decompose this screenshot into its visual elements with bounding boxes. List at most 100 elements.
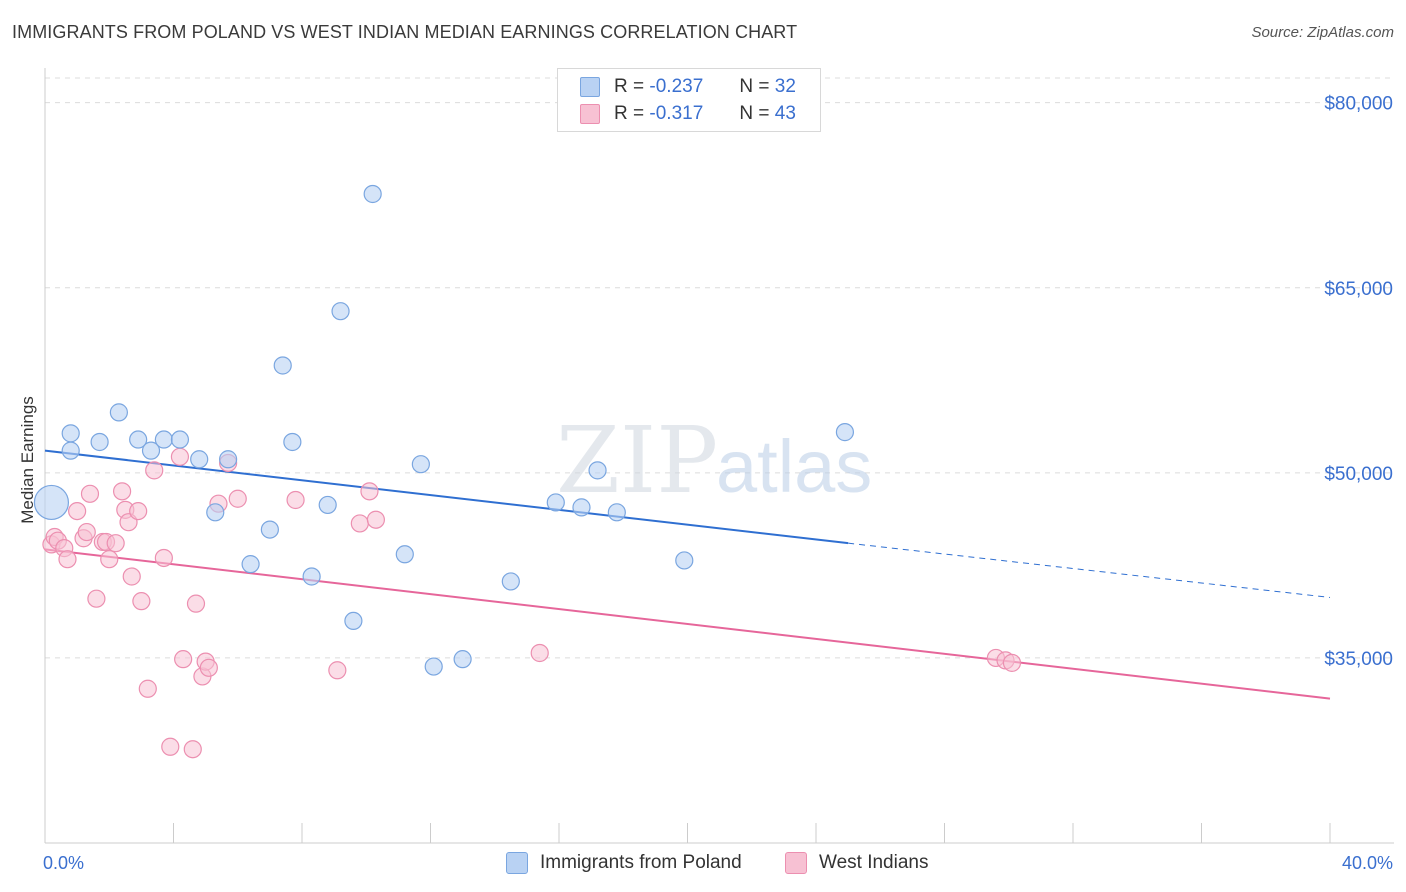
data-point-poland xyxy=(835,423,855,442)
series-name: West Indians xyxy=(819,852,929,873)
data-points xyxy=(33,184,1022,759)
data-point-west-indians xyxy=(530,643,549,663)
data-point-poland xyxy=(61,441,80,460)
watermark-zip: ZIP xyxy=(556,407,718,514)
trend-lines xyxy=(44,449,1331,700)
data-point-poland xyxy=(501,572,520,591)
data-point-poland xyxy=(190,450,209,469)
data-point-poland xyxy=(395,545,414,564)
data-point-west-indians xyxy=(328,661,347,680)
legend-row-west-indians: R = -0.317 N = 43 xyxy=(580,101,796,127)
y-tick-label: $65,000 xyxy=(1324,279,1393,300)
data-point-west-indians xyxy=(80,484,100,503)
legend-r-value: -0.317 xyxy=(649,103,704,124)
data-point-poland xyxy=(363,184,382,204)
data-point-west-indians xyxy=(1002,653,1022,672)
series-swatch-blue xyxy=(506,852,528,874)
data-point-west-indians xyxy=(350,514,369,533)
legend-r-value: -0.237 xyxy=(649,76,704,97)
data-point-poland xyxy=(302,567,321,586)
data-point-poland xyxy=(331,302,350,321)
data-point-west-indians xyxy=(112,482,132,501)
data-point-west-indians xyxy=(183,740,202,759)
series-swatch-pink xyxy=(785,852,807,874)
data-point-poland xyxy=(572,498,591,517)
data-point-west-indians xyxy=(100,550,119,569)
trend-line-west-indians xyxy=(44,548,1331,700)
data-point-poland xyxy=(170,430,190,449)
data-point-poland xyxy=(675,551,694,570)
y-tick-labels: $35,000 $50,000 $65,000 $80,000 xyxy=(1324,94,1393,670)
y-tick-label: $80,000 xyxy=(1324,94,1393,115)
data-point-poland xyxy=(154,430,173,449)
data-point-west-indians xyxy=(286,490,305,510)
x-tick-label: 40.0% xyxy=(1342,853,1393,873)
legend-row-poland: R = -0.237 N = 32 xyxy=(580,74,796,100)
data-point-west-indians xyxy=(77,522,96,542)
source-label: Source: ZipAtlas.com xyxy=(1251,24,1394,41)
correlation-legend: R = -0.237 N = 32 R = -0.317 N = 43 xyxy=(557,68,821,132)
data-point-poland xyxy=(546,493,565,512)
x-tick-labels: 0.0% 40.0% xyxy=(43,853,1393,873)
data-point-poland xyxy=(588,461,607,480)
chart-title: IMMIGRANTS FROM POLAND VS WEST INDIAN ME… xyxy=(12,22,798,42)
y-axis-label: Median Earnings xyxy=(18,396,37,524)
legend-swatch-pink xyxy=(580,104,600,124)
data-point-poland xyxy=(61,424,80,443)
legend-n-label: N = xyxy=(739,76,770,97)
series-legend-west-indians[interactable]: West Indians xyxy=(785,852,928,874)
data-point-west-indians xyxy=(199,658,218,677)
data-point-poland xyxy=(129,430,148,449)
data-point-west-indians xyxy=(138,679,157,698)
data-point-poland xyxy=(344,611,363,631)
trend-line-poland-extension xyxy=(848,542,1331,598)
data-point-poland xyxy=(241,555,260,574)
data-point-poland xyxy=(219,450,238,469)
data-point-poland xyxy=(90,432,109,452)
data-point-west-indians xyxy=(366,510,385,529)
data-point-poland xyxy=(411,455,430,474)
data-point-west-indians xyxy=(132,592,151,611)
data-point-poland xyxy=(318,495,337,515)
legend-r-label: R = xyxy=(614,103,645,124)
legend-n-label: N = xyxy=(739,103,770,124)
data-point-west-indians xyxy=(58,550,77,569)
data-point-poland xyxy=(141,441,161,460)
y-tick-label: $50,000 xyxy=(1324,464,1393,485)
legend-n-value: 43 xyxy=(774,103,796,124)
data-point-west-indians xyxy=(68,501,87,521)
data-point-west-indians xyxy=(170,447,190,466)
data-point-poland xyxy=(109,403,128,422)
data-point-west-indians xyxy=(360,482,379,501)
data-point-poland xyxy=(424,657,443,676)
data-point-poland xyxy=(453,650,472,669)
data-point-poland xyxy=(260,520,279,539)
y-tick-label: $35,000 xyxy=(1324,649,1393,670)
data-point-poland xyxy=(607,503,626,522)
data-point-west-indians xyxy=(228,489,247,508)
data-point-west-indians xyxy=(106,534,125,553)
watermark: ZIP atlas xyxy=(556,407,872,514)
data-point-west-indians xyxy=(161,737,180,756)
series-legend: Immigrants from Poland West Indians xyxy=(0,852,1406,878)
series-legend-poland[interactable]: Immigrants from Poland xyxy=(506,852,742,874)
data-point-west-indians xyxy=(87,589,106,608)
trend-line-poland xyxy=(44,449,849,545)
data-point-poland xyxy=(283,432,302,452)
data-point-west-indians xyxy=(145,461,164,480)
data-point-poland xyxy=(273,356,292,375)
legend-r-label: R = xyxy=(614,76,645,97)
x-tick-label: 0.0% xyxy=(43,853,84,873)
data-point-west-indians xyxy=(154,548,173,568)
data-point-poland xyxy=(33,484,70,521)
legend-n-value: 32 xyxy=(774,76,796,97)
data-point-west-indians xyxy=(122,567,141,586)
data-point-west-indians xyxy=(174,650,193,669)
data-point-west-indians xyxy=(129,501,148,521)
data-point-west-indians xyxy=(186,594,206,613)
axes xyxy=(44,68,1394,844)
data-point-poland xyxy=(206,503,225,522)
series-name: Immigrants from Poland xyxy=(540,852,742,873)
legend-swatch-blue xyxy=(580,77,600,97)
